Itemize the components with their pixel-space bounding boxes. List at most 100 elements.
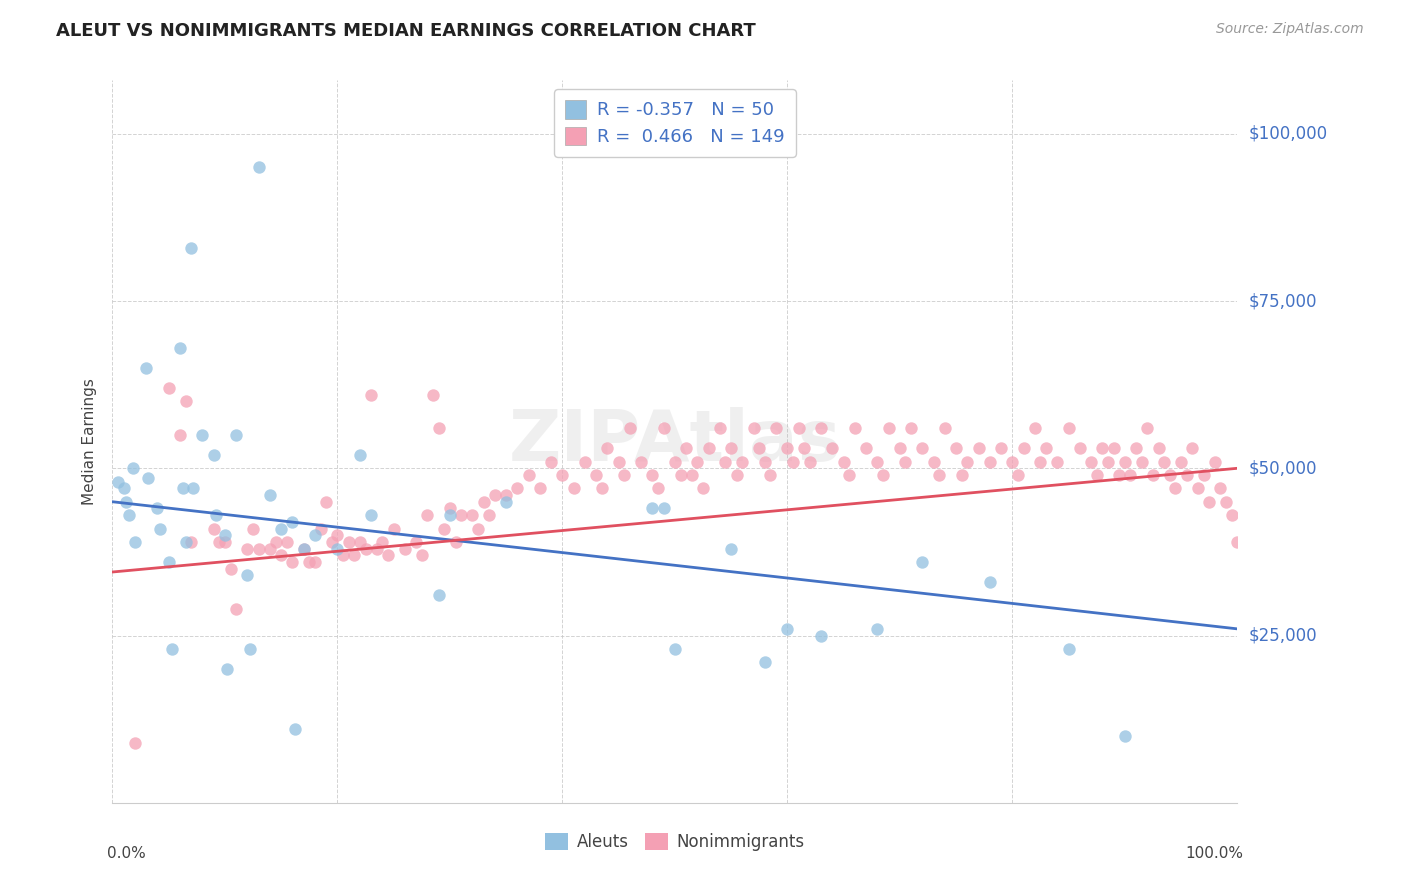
Point [591, 482, 613, 496]
Point [1057, 642, 1080, 657]
Point [1046, 454, 1069, 469]
Point [169, 427, 191, 442]
Point [214, 528, 236, 542]
Point [1142, 467, 1164, 482]
Point [416, 508, 439, 523]
Point [281, 515, 304, 529]
Point [782, 454, 804, 469]
Point [219, 562, 242, 576]
Point [1187, 482, 1209, 496]
Point [1170, 454, 1192, 469]
Point [1220, 508, 1243, 523]
Point [669, 467, 692, 482]
Text: 100.0%: 100.0% [1185, 847, 1243, 861]
Point [309, 521, 332, 535]
Point [551, 467, 574, 482]
Point [675, 441, 697, 455]
Point [332, 548, 354, 563]
Point [776, 441, 799, 455]
Point [1114, 454, 1136, 469]
Point [714, 454, 737, 469]
Point [422, 387, 444, 401]
Point [337, 534, 360, 549]
Point [720, 541, 742, 556]
Point [135, 361, 157, 376]
Point [799, 454, 821, 469]
Point [439, 508, 461, 523]
Point [276, 534, 298, 549]
Point [1147, 441, 1170, 455]
Point [979, 575, 1001, 590]
Point [1181, 441, 1204, 455]
Point [877, 421, 900, 435]
Point [776, 622, 799, 636]
Point [180, 534, 202, 549]
Text: $75,000: $75,000 [1249, 292, 1317, 310]
Point [444, 534, 467, 549]
Point [472, 494, 495, 508]
Point [1091, 441, 1114, 455]
Point [259, 541, 281, 556]
Point [405, 534, 427, 549]
Point [484, 488, 506, 502]
Point [1192, 467, 1215, 482]
Point [596, 441, 619, 455]
Point [239, 642, 262, 657]
Point [349, 534, 371, 549]
Point [427, 589, 450, 603]
Point [183, 482, 205, 496]
Point [1159, 467, 1181, 482]
Point [607, 454, 630, 469]
Point [174, 394, 197, 409]
Text: Source: ZipAtlas.com: Source: ZipAtlas.com [1216, 22, 1364, 37]
Point [529, 482, 551, 496]
Point [754, 454, 776, 469]
Point [928, 467, 950, 482]
Point [427, 421, 450, 435]
Point [990, 441, 1012, 455]
Point [922, 454, 945, 469]
Point [1114, 729, 1136, 743]
Point [1119, 467, 1142, 482]
Point [433, 521, 456, 535]
Point [149, 521, 172, 535]
Point [810, 421, 832, 435]
Point [844, 421, 866, 435]
Point [506, 482, 529, 496]
Point [641, 501, 664, 516]
Point [247, 161, 270, 175]
Point [894, 454, 917, 469]
Point [1097, 454, 1119, 469]
Point [354, 541, 377, 556]
Point [326, 541, 349, 556]
Point [950, 467, 973, 482]
Point [1007, 467, 1029, 482]
Point [366, 541, 388, 556]
Point [664, 454, 686, 469]
Point [1226, 534, 1249, 549]
Point [652, 421, 675, 435]
Point [236, 568, 259, 582]
Point [1130, 454, 1153, 469]
Point [191, 427, 214, 442]
Point [360, 387, 382, 401]
Point [225, 427, 247, 442]
Point [900, 421, 922, 435]
Point [754, 655, 776, 669]
Text: $50,000: $50,000 [1249, 459, 1317, 477]
Point [945, 441, 967, 455]
Point [1085, 467, 1108, 482]
Point [270, 521, 292, 535]
Point [1035, 441, 1057, 455]
Point [107, 475, 129, 489]
Point [787, 421, 810, 435]
Text: ALEUT VS NONIMMIGRANTS MEDIAN EARNINGS CORRELATION CHART: ALEUT VS NONIMMIGRANTS MEDIAN EARNINGS C… [56, 22, 756, 40]
Point [115, 494, 138, 508]
Point [304, 555, 326, 569]
Point [821, 441, 844, 455]
Point [124, 534, 146, 549]
Point [270, 548, 292, 563]
Point [146, 501, 169, 516]
Point [450, 508, 472, 523]
Point [911, 555, 934, 569]
